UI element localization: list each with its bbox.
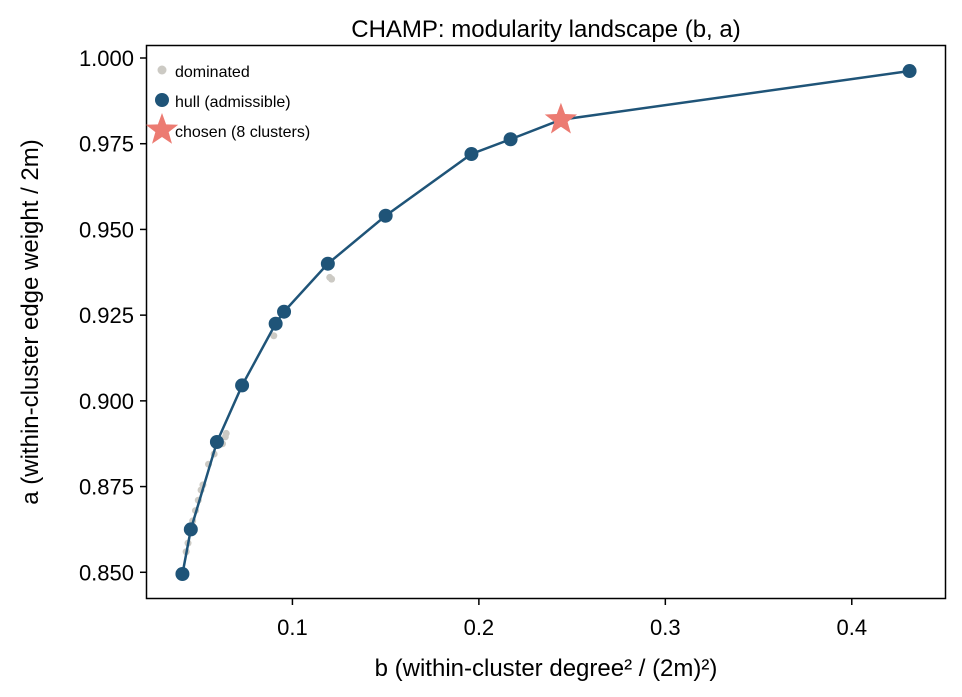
chosen-star [544,102,578,134]
legend-marker-dominated [157,65,167,75]
hull-point [503,132,518,147]
x-axis: 0.1 0.2 0.3 0.4 [277,598,867,640]
axes-frame [145,44,947,600]
hull-point [320,256,335,271]
hull-point [464,147,479,161]
hull-line [181,69,910,575]
x-tick-label: 0.4 [836,615,867,640]
legend-item-dominated: dominated [157,64,250,81]
plot-area [175,64,917,581]
legend-label-hull: hull (admissible) [175,94,291,111]
y-tick-label: 0.950 [79,217,134,242]
hull-point [902,64,917,79]
dominated-point [222,429,230,437]
hull-point [209,435,224,449]
y-axis: 0.850 0.875 0.900 0.925 0.950 0.975 1.000 [79,46,147,585]
hull-point [277,304,292,319]
hull-point [378,208,393,223]
legend: dominated hull (admissible) chosen (8 cl… [145,64,310,144]
y-tick-label: 0.900 [79,389,134,414]
y-tick-label: 0.925 [79,303,134,328]
hull-point [175,567,190,581]
dominated-point [270,332,278,340]
dominated-point [328,275,336,283]
x-tick-label: 0.2 [464,615,495,640]
y-tick-label: 0.875 [79,475,134,500]
legend-marker-hull [155,93,169,107]
x-tick-label: 0.3 [650,615,681,640]
x-tick-label: 0.1 [277,615,308,640]
hull-point [183,522,198,537]
x-axis-label: b (within-cluster degree² / (2m)²) [375,655,718,682]
y-axis-label: a (within-cluster edge weight / 2m) [17,139,44,504]
hull-point [268,316,283,331]
legend-label-dominated: dominated [175,64,250,81]
legend-item-chosen: chosen (8 clusters) [145,113,310,144]
y-tick-label: 1.000 [79,46,134,71]
chart-title: CHAMP: modularity landscape (b, a) [351,16,740,43]
legend-marker-chosen [145,113,179,144]
y-tick-label: 0.975 [79,132,134,157]
y-tick-label: 0.850 [79,560,134,585]
legend-item-hull: hull (admissible) [155,93,291,111]
legend-label-chosen: chosen (8 clusters) [175,124,310,141]
hull-point [235,378,250,393]
